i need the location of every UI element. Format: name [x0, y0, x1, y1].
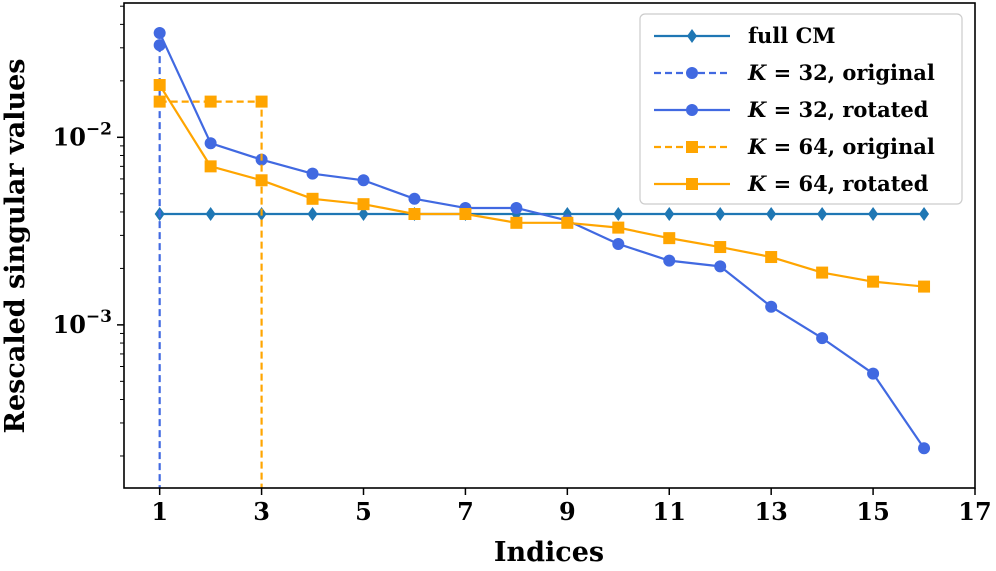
data-point — [664, 207, 675, 222]
legend-label: full CM — [748, 23, 836, 48]
data-point — [867, 275, 880, 288]
data-point — [613, 207, 624, 222]
x-tick-label: 17 — [958, 497, 991, 526]
legend-marker — [686, 104, 698, 116]
data-point — [714, 241, 727, 254]
data-point — [663, 254, 676, 267]
legend-item: K = 32, rotated — [654, 97, 929, 122]
x-tick-label: 13 — [754, 497, 787, 526]
series-k-64-original — [153, 95, 268, 488]
legend-marker — [686, 141, 698, 153]
data-point — [765, 251, 778, 264]
plot-frame — [123, 2, 976, 489]
legend-item: K = 64, original — [654, 134, 935, 159]
data-point — [204, 137, 217, 150]
series-k-32-original — [153, 39, 166, 488]
x-tick-label: 11 — [653, 497, 686, 526]
legend-box — [639, 13, 963, 205]
data-point — [153, 95, 166, 108]
data-point — [715, 207, 726, 222]
y-axis-label: Rescaled singular values — [0, 59, 31, 434]
legend-label: K = 32, original — [747, 60, 935, 85]
series-line — [159, 100, 263, 488]
data-point — [918, 442, 931, 455]
data-point — [612, 237, 625, 250]
y-tick-label: 10−2 — [53, 119, 112, 151]
x-tick-label: 1 — [151, 497, 168, 526]
data-point — [714, 260, 727, 273]
data-point — [919, 207, 930, 222]
data-point — [867, 367, 880, 380]
data-point — [816, 266, 829, 279]
legend-item: K = 64, rotated — [654, 171, 929, 196]
data-point — [205, 207, 216, 222]
data-point — [255, 174, 268, 187]
data-point — [358, 207, 369, 222]
data-point — [408, 192, 421, 205]
data-point — [510, 216, 523, 229]
x-tick-label: 15 — [856, 497, 889, 526]
data-point — [868, 207, 879, 222]
data-point — [255, 95, 268, 108]
legend-marker — [687, 29, 697, 43]
x-tick-label: 7 — [457, 497, 474, 526]
x-axis-label: Indices — [494, 537, 604, 568]
data-point — [153, 79, 166, 92]
data-point — [204, 95, 217, 108]
legend-item: full CM — [654, 23, 836, 48]
data-point — [153, 26, 166, 39]
data-point — [153, 39, 166, 52]
data-point — [459, 208, 472, 221]
data-point — [817, 207, 828, 222]
x-tick-label: 5 — [355, 497, 372, 526]
series-line — [158, 84, 925, 288]
legend-label: K = 64, original — [747, 134, 935, 159]
data-point — [663, 232, 676, 245]
legend-items: full CM K = 32, original K = 32, rotated K … — [654, 23, 935, 196]
data-point — [918, 280, 931, 293]
data-point — [408, 208, 421, 221]
legend-marker — [686, 178, 698, 190]
data-point — [307, 207, 318, 222]
legend-marker — [686, 67, 698, 79]
data-point — [510, 201, 523, 214]
data-point — [357, 198, 370, 211]
data-point — [766, 207, 777, 222]
data-point — [561, 216, 574, 229]
data-point — [204, 160, 217, 173]
x-tick-label: 9 — [559, 497, 576, 526]
data-point — [765, 300, 778, 313]
y-tick-label: 10−3 — [53, 307, 112, 339]
series-layer — [153, 26, 931, 488]
data-point — [306, 192, 319, 205]
legend-label: K = 64, rotated — [747, 171, 929, 196]
data-point — [306, 167, 319, 180]
data-point — [612, 221, 625, 234]
legend: full CM K = 32, original K = 32, rotated K … — [639, 13, 963, 205]
series-line — [158, 32, 925, 449]
legend-item: K = 32, original — [654, 60, 935, 85]
data-point — [816, 332, 829, 345]
x-tick-label: 3 — [253, 497, 270, 526]
legend-label: K = 32, rotated — [747, 97, 929, 122]
series-k-64-rotated — [153, 79, 931, 293]
data-point — [357, 174, 370, 187]
